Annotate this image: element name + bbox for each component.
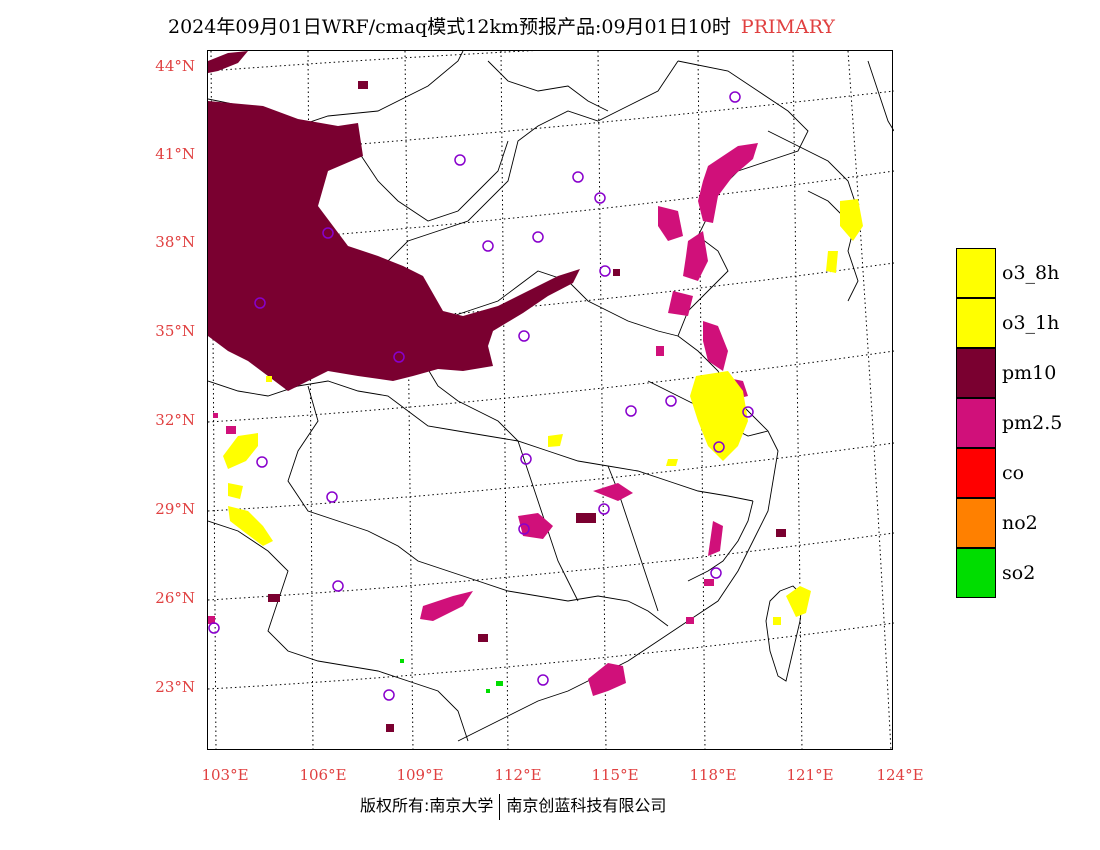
legend-label: so2 [1002,562,1036,584]
lat-label-35: 35°N [155,322,195,340]
legend-swatch [956,348,996,398]
legend-swatch [956,548,996,598]
lon-label-118: 118°E [689,766,737,784]
pm25-region [208,143,853,696]
map-title: 2024年09月01日WRF/cmaq模式12km预报产品:09月01日10时 P… [168,12,835,39]
legend-swatch [956,298,996,348]
lon-label-109: 109°E [396,766,444,784]
lat-label-32: 32°N [155,411,195,429]
lon-label-106: 106°E [299,766,347,784]
legend-swatch [956,498,996,548]
lat-label-41: 41°N [155,145,195,163]
station-markers [208,91,754,701]
o3-region [223,199,863,625]
pm10-region [208,51,786,732]
title-tag: PRIMARY [740,16,835,38]
lon-label-115: 115°E [591,766,639,784]
map-svg [208,51,894,751]
lat-label-29: 29°N [155,500,195,518]
legend-swatch [956,448,996,498]
lon-label-124: 124°E [876,766,924,784]
title-text: 2024年09月01日WRF/cmaq模式12km预报产品:09月01日10时 [168,16,731,38]
lon-label-112: 112°E [494,766,542,784]
copyright-separator [499,793,501,820]
graticule [208,51,894,751]
copyright-left: 版权所有:南京大学 [360,796,494,815]
map-panel[interactable] [207,50,894,751]
legend-swatch [956,248,996,298]
so2-region [400,659,503,693]
lat-label-38: 38°N [155,233,195,251]
copyright-footer: 版权所有:南京大学 南京创蓝科技有限公司 [360,792,666,820]
legend-label: co [1002,462,1025,484]
lon-label-121: 121°E [786,766,834,784]
legend-label: no2 [1002,512,1038,534]
legend-label: o3_8h [1002,262,1060,284]
legend-label: pm2.5 [1002,412,1063,434]
legend-swatch [956,398,996,448]
lat-label-26: 26°N [155,589,195,607]
legend-label: o3_1h [1002,312,1060,334]
lon-label-103: 103°E [201,766,249,784]
lat-label-23: 23°N [155,678,195,696]
lat-label-44: 44°N [155,57,195,75]
copyright-right: 南京创蓝科技有限公司 [506,796,667,815]
legend-label: pm10 [1002,362,1057,384]
